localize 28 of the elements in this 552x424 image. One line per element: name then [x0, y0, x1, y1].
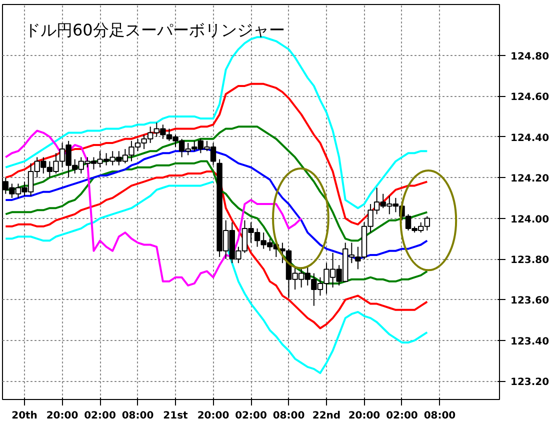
x-tick-label: 08:00: [272, 410, 305, 422]
y-tick-label: 124.40: [510, 132, 550, 144]
y-tick-label: 123.20: [510, 377, 550, 388]
line-series: [4, 36, 428, 210]
y-tick-label: 123.80: [510, 255, 550, 266]
line-series: [4, 170, 428, 330]
x-tick-label: 20th: [12, 410, 38, 422]
line-series: [4, 126, 428, 242]
x-tick-label: 22nd: [312, 410, 341, 422]
x-tick-label: 20:00: [46, 410, 78, 422]
x-tick-label: 08:00: [122, 410, 154, 422]
line-series: [4, 130, 302, 286]
y-tick-label: 124.20: [510, 174, 550, 185]
x-tick-label: 02:00: [386, 410, 418, 422]
x-tick-label: 08:00: [424, 410, 456, 422]
y-tick-label: 124.80: [510, 51, 550, 62]
x-tick-label: 20:00: [197, 410, 230, 422]
x-tick-label: 02:00: [235, 410, 267, 422]
line-series: [4, 82, 428, 226]
x-tick-label: 20:00: [348, 410, 380, 422]
line-series: [4, 160, 428, 284]
y-tick-label: 124.00: [510, 214, 550, 226]
x-tick-label: 02:00: [84, 410, 116, 422]
x-tick-label: 21st: [163, 410, 188, 422]
y-tick-label: 123.40: [510, 336, 550, 348]
text: ドル円60分足スーパーボリンジャー: [24, 20, 285, 40]
y-tick-label: 124.60: [510, 92, 550, 104]
y-tick-label: 123.60: [510, 296, 550, 307]
